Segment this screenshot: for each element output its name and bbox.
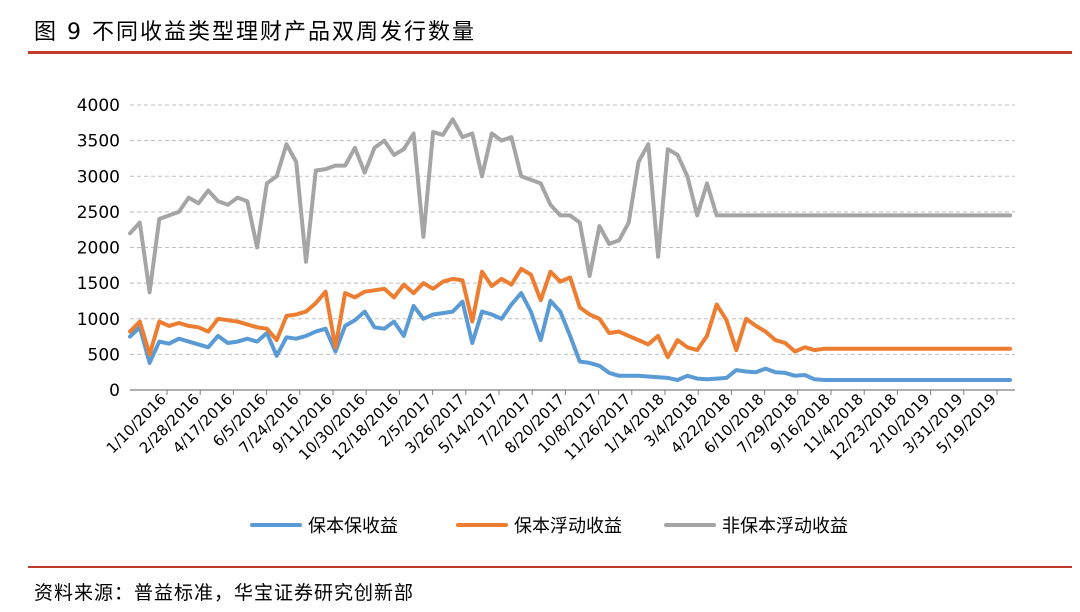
y-tick-label: 3500 bbox=[77, 132, 120, 152]
y-axis-ticks: 0 500 1000 1500 2000 2500 3000 3500 4000 bbox=[77, 96, 120, 401]
series-line-nonguaranteed-floating bbox=[128, 117, 1013, 295]
y-tick-label: 2000 bbox=[77, 239, 120, 259]
y-tick-label: 2500 bbox=[77, 203, 120, 223]
y-tick-label: 0 bbox=[109, 381, 120, 401]
series-lines bbox=[128, 117, 1013, 382]
line-chart: 0 500 1000 1500 2000 2500 3000 3500 4000 1/10/20… bbox=[77, 96, 1015, 464]
legend-swatch-gray bbox=[664, 523, 716, 527]
source-divider bbox=[28, 566, 1072, 568]
chart-legend: 保本保收益 保本浮动收益 非保本浮动收益 bbox=[0, 510, 1080, 540]
legend-item-nonguaranteed-floating: 非保本浮动收益 bbox=[664, 510, 848, 540]
legend-swatch-blue bbox=[250, 523, 302, 527]
legend-item-guaranteed-floating: 保本浮动收益 bbox=[456, 510, 622, 540]
y-tick-label: 4000 bbox=[77, 96, 120, 116]
legend-label-nonguaranteed-floating: 非保本浮动收益 bbox=[722, 516, 848, 537]
source-note: 资料来源：普益标准，华宝证券研究创新部 bbox=[34, 582, 415, 604]
y-tick-label: 3000 bbox=[77, 167, 120, 187]
title-divider bbox=[28, 51, 1072, 54]
series-line-guaranteed-floating bbox=[128, 266, 1013, 360]
legend-label-guaranteed-fixed: 保本保收益 bbox=[308, 516, 398, 537]
x-axis-ticks: 1/10/20162/28/20164/17/20166/5/20167/24/… bbox=[103, 390, 1000, 464]
legend-label-guaranteed-floating: 保本浮动收益 bbox=[514, 516, 622, 537]
y-tick-label: 1500 bbox=[77, 274, 120, 294]
y-tick-label: 500 bbox=[88, 345, 120, 365]
series-line-guaranteed-fixed bbox=[128, 291, 1013, 382]
figure-title: 图 9 不同收益类型理财产品双周发行数量 bbox=[34, 20, 476, 45]
y-tick-label: 1000 bbox=[77, 310, 120, 330]
legend-item-guaranteed-fixed: 保本保收益 bbox=[250, 510, 398, 540]
legend-swatch-orange bbox=[456, 523, 508, 527]
